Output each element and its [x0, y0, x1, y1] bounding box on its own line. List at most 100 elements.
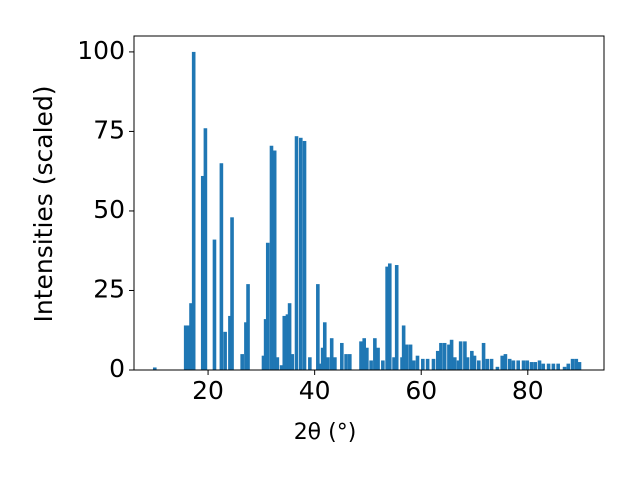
bar [385, 266, 389, 370]
bar [265, 242, 270, 370]
axes-frame [133, 35, 605, 371]
bar [442, 342, 447, 370]
bar [333, 357, 337, 370]
bar [401, 325, 406, 370]
bar [344, 354, 348, 370]
bar [458, 341, 463, 370]
bar [465, 357, 470, 370]
x-axis-label: 2θ (°) [294, 420, 357, 445]
bar [282, 315, 287, 370]
bar [546, 363, 551, 370]
bar [186, 325, 191, 370]
bar [326, 357, 330, 370]
bar [500, 355, 505, 370]
bar [359, 341, 363, 370]
bar [287, 303, 292, 370]
y-tick-label: 50 [93, 195, 125, 224]
bar [463, 341, 467, 370]
bar [228, 315, 232, 370]
bar [203, 128, 208, 370]
bar [212, 239, 217, 370]
bar [435, 350, 440, 370]
bar [329, 338, 334, 370]
bar [577, 362, 582, 370]
bar [230, 217, 234, 370]
bar [365, 347, 369, 370]
bar [279, 365, 284, 370]
bar [183, 325, 188, 370]
bar [421, 358, 425, 370]
bar [381, 360, 385, 370]
bar [362, 338, 367, 370]
y-axis-label: Intensities (scaled) [29, 85, 58, 322]
bar [447, 344, 451, 370]
bar [472, 355, 477, 370]
bar [405, 344, 409, 370]
bar [261, 355, 266, 370]
bar [439, 342, 443, 370]
bar [556, 363, 560, 370]
bar [263, 319, 268, 370]
bar [476, 360, 481, 370]
x-tick-label: 60 [405, 376, 437, 405]
bar [189, 303, 193, 370]
bar [456, 360, 461, 370]
bar [566, 363, 571, 370]
bar [489, 358, 494, 370]
y-tick-label: 75 [93, 115, 125, 144]
bar [348, 354, 352, 370]
bar [529, 362, 534, 370]
bar [541, 363, 546, 370]
bar [394, 265, 399, 370]
bar [408, 344, 413, 370]
bar [376, 347, 380, 370]
bar [219, 163, 224, 370]
bar [322, 322, 327, 370]
bar [551, 363, 556, 370]
bar [302, 140, 307, 370]
bar [533, 362, 538, 370]
bar [392, 357, 396, 370]
bar [537, 360, 542, 370]
bar [449, 339, 454, 370]
bar [387, 263, 392, 370]
y-tick-label: 0 [109, 354, 125, 383]
bar [317, 363, 322, 370]
bar [290, 354, 295, 370]
bar [415, 355, 420, 370]
bar [320, 347, 325, 370]
bar [525, 360, 530, 370]
bar [269, 145, 274, 370]
bar [507, 358, 512, 370]
bar [340, 342, 344, 370]
x-tick-label: 80 [512, 376, 544, 405]
bar [521, 360, 526, 370]
bar [244, 322, 248, 370]
bar [275, 357, 280, 370]
bar [152, 367, 157, 370]
bar [574, 358, 579, 370]
bar [298, 137, 303, 370]
bar [425, 358, 430, 370]
bar [485, 358, 490, 370]
x-tick-label: 20 [192, 376, 224, 405]
bar [191, 51, 196, 371]
bar [316, 284, 320, 370]
bar [511, 360, 516, 370]
bar [373, 338, 377, 370]
bar [308, 357, 312, 370]
bar [570, 358, 575, 370]
bar [516, 360, 521, 370]
bar [285, 314, 290, 370]
bar [200, 175, 205, 370]
bar [240, 354, 244, 370]
bar [411, 360, 416, 370]
plot-area [152, 51, 582, 371]
bar [272, 150, 277, 370]
bar [470, 350, 474, 370]
bar [431, 358, 436, 370]
bar [294, 136, 299, 370]
y-tick-label: 100 [77, 36, 125, 65]
bar [562, 366, 567, 370]
